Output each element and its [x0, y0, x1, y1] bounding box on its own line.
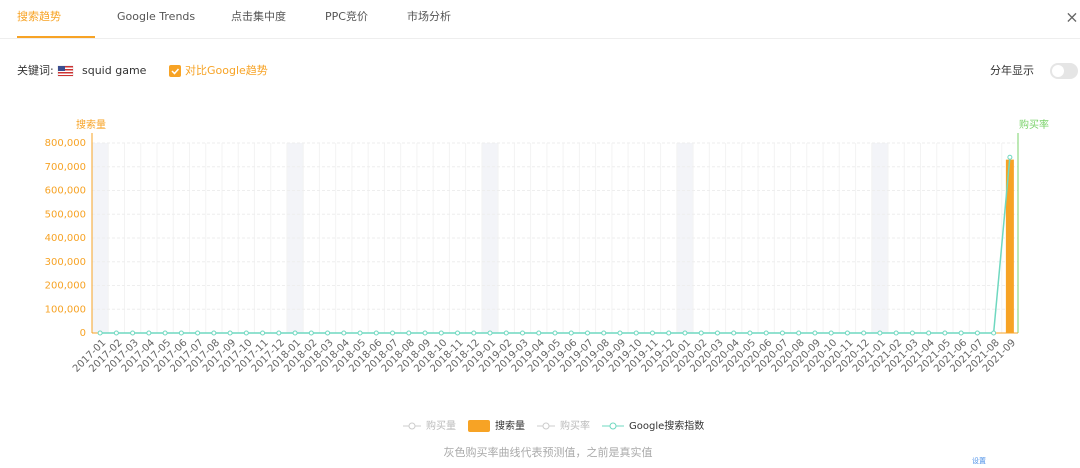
- legend-icon-dot: [408, 422, 416, 430]
- y2-axis-title: 购买率: [1019, 118, 1049, 131]
- line-point: [812, 330, 818, 336]
- line-point: [958, 330, 964, 336]
- line-point: [487, 330, 493, 336]
- line-point: [390, 330, 396, 336]
- y-tick-label: 0: [80, 328, 86, 339]
- note: 灰色购买率曲线代表预测值，之前是真实值: [444, 445, 653, 459]
- line-point: [714, 330, 720, 336]
- line-point: [227, 330, 233, 336]
- compare-label[interactable]: 对比Google趋势: [185, 63, 268, 77]
- line-point: [357, 330, 363, 336]
- y-tick-label: 800,000: [45, 138, 86, 149]
- line-point: [584, 330, 590, 336]
- keyword-label: 关键词:: [17, 63, 54, 77]
- chart: 0 100,000 200,000 300,000 400,000 500,000 600,…: [45, 118, 1049, 432]
- line-point: [130, 330, 136, 336]
- line-point: [844, 330, 850, 336]
- legend-label[interactable]: 购买率: [560, 419, 590, 432]
- line-point: [779, 330, 785, 336]
- bar: [1005, 159, 1014, 333]
- legend-icon-dot: [542, 422, 550, 430]
- line-point: [455, 330, 461, 336]
- line-point: [308, 330, 314, 336]
- line-point: [861, 330, 867, 336]
- tab[interactable]: 市场分析: [407, 9, 451, 23]
- line-point: [877, 330, 883, 336]
- y-tick-label: 400,000: [45, 233, 86, 244]
- line-point: [276, 330, 282, 336]
- line-point: [260, 330, 266, 336]
- line-point: [666, 330, 672, 336]
- line-point: [942, 330, 948, 336]
- legend-label[interactable]: Google搜索指数: [629, 419, 704, 432]
- line-point: [341, 330, 347, 336]
- us-flag: [57, 65, 74, 77]
- line-point: [520, 330, 526, 336]
- line-point: [1007, 154, 1013, 160]
- line-point: [617, 330, 623, 336]
- line-point: [893, 330, 899, 336]
- tab[interactable]: 搜索趋势: [17, 9, 61, 23]
- active-tab-underline: [17, 36, 95, 38]
- line-point: [195, 330, 201, 336]
- line-point: [552, 330, 558, 336]
- line-point: [568, 330, 574, 336]
- line-point: [649, 330, 655, 336]
- line-point: [536, 330, 542, 336]
- line-point: [682, 330, 688, 336]
- close-button[interactable]: ×: [1065, 8, 1078, 27]
- line-point: [471, 330, 477, 336]
- line-point: [438, 330, 444, 336]
- line-point: [698, 330, 704, 336]
- y-axis-title: 搜索量: [76, 118, 106, 131]
- line-point: [503, 330, 509, 336]
- tab[interactable]: 点击集中度: [231, 9, 286, 23]
- line-point: [146, 330, 152, 336]
- line-point: [601, 330, 607, 336]
- keyword: squid game: [82, 64, 147, 77]
- legend-icon-dot: [609, 422, 617, 430]
- tab[interactable]: Google Trends: [117, 10, 195, 23]
- line-point: [178, 330, 184, 336]
- y-tick-label: 700,000: [45, 162, 86, 173]
- line-point: [633, 330, 639, 336]
- line-point: [292, 330, 298, 336]
- line-point: [731, 330, 737, 336]
- line-point: [763, 330, 769, 336]
- legend-label[interactable]: 搜索量: [495, 419, 525, 432]
- line-point: [113, 330, 119, 336]
- toggle-knob: [1052, 65, 1064, 77]
- line-point: [162, 330, 168, 336]
- legend-label[interactable]: 购买量: [426, 419, 456, 432]
- line-point: [926, 330, 932, 336]
- line-point: [325, 330, 331, 336]
- line-point: [991, 330, 997, 336]
- line-point: [974, 330, 980, 336]
- line-point: [796, 330, 802, 336]
- line-point: [828, 330, 834, 336]
- y-tick-label: 600,000: [45, 186, 86, 197]
- y-tick-label: 100,000: [45, 304, 86, 315]
- y-tick-label: 300,000: [45, 257, 86, 268]
- line-point: [373, 330, 379, 336]
- y-tick-label: 500,000: [45, 209, 86, 220]
- tab[interactable]: PPC竞价: [325, 9, 368, 23]
- settings-link[interactable]: 设置: [972, 456, 986, 465]
- line-point: [211, 330, 217, 336]
- line-point: [97, 330, 103, 336]
- line-point: [406, 330, 412, 336]
- compare-checkbox[interactable]: [169, 65, 181, 77]
- line-point: [909, 330, 915, 336]
- line-point: [747, 330, 753, 336]
- line-point: [422, 330, 428, 336]
- line-point: [243, 330, 249, 336]
- legend-icon: [468, 420, 490, 432]
- checkmark: [171, 68, 180, 75]
- year-toggle-label: 分年显示: [990, 63, 1034, 77]
- y-tick-label: 200,000: [45, 281, 86, 292]
